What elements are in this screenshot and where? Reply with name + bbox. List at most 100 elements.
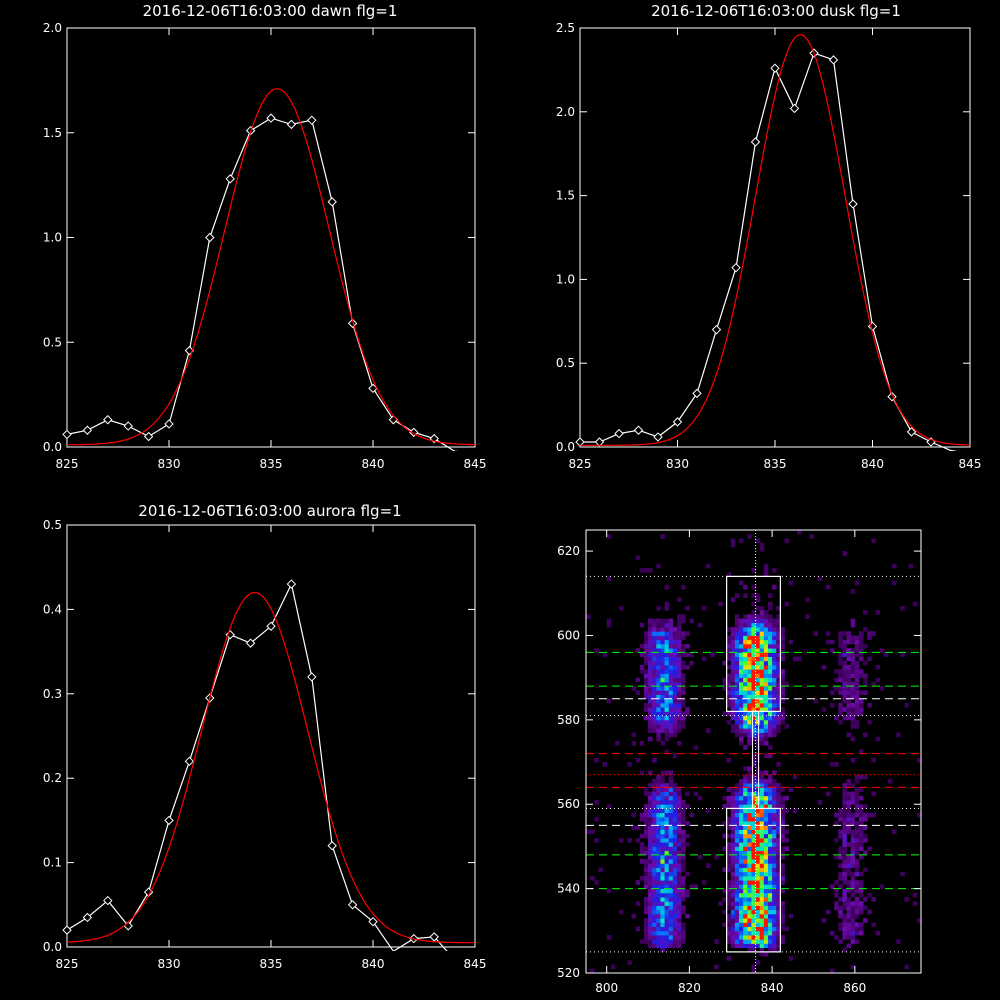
heatmap-cell [652,791,657,797]
heatmap-cell [734,837,740,843]
heatmap-cell [863,677,868,683]
heatmap-cell [656,800,661,805]
heatmap-cell [747,888,752,894]
heatmap-cell [780,901,785,906]
heatmap-cell [763,892,769,898]
heatmap-cell [755,665,761,670]
heatmap-cell [755,745,761,750]
heatmap-cell [668,639,674,645]
dusk-profile-panel: 2016-12-06T16:03:00 dusk flg=1 825 830 835… [556,2,982,471]
heatmap-cell [842,787,847,792]
dawn-data-point [143,431,154,442]
heatmap-cell [656,926,661,932]
heatmap-cell [776,702,781,708]
heatmap-cell [660,715,665,721]
heatmap-cell [656,825,661,830]
heatmap-cell [751,610,756,615]
heatmap-cell [681,867,686,873]
heatmap-cell [664,922,670,927]
heatmap-cell [780,669,785,674]
heatmap-cell [743,715,748,721]
heatmap-cell [734,686,740,691]
heatmap-cell [834,812,839,818]
heatmap-cell [743,816,748,822]
heatmap-cell [755,740,761,746]
heatmap-cell [755,880,761,885]
heatmap-cell [660,880,665,885]
heatmap-cell [759,660,765,666]
heatmap-cell [672,884,678,890]
heatmap-cell [648,660,653,666]
heatmap-cell [660,686,665,691]
heatmap-cell [676,618,682,624]
heatmap-cell [850,715,856,721]
heatmap-cell [643,643,649,649]
heatmap-cell [743,584,748,590]
heatmap-cell [767,631,773,636]
heatmap-cell [747,901,752,906]
heatmap-cell [772,837,777,843]
heatmap-cell [643,673,649,679]
heatmap-cell [767,656,773,662]
heatmap-cell [722,833,728,839]
heatmap-cell [648,770,653,776]
heatmap-cell [759,635,765,641]
heatmap-cell [739,652,744,657]
heatmap-cell [755,618,761,624]
heatmap-cell [854,665,860,670]
heatmap-cell [739,926,744,932]
heatmap-cell [643,635,649,641]
heatmap-cell [772,631,777,636]
heatmap-cell [730,939,736,944]
heatmap-cell [747,677,752,683]
heatmap-cell [664,707,670,712]
heatmap-cell [871,631,876,636]
heatmap-cell [776,871,781,877]
heatmap-cell [780,808,785,814]
heatmap-cell [813,698,819,704]
aurora-data-point [327,841,337,851]
heatmap-cell [871,757,876,763]
heatmap-cell [656,639,661,645]
heatmap-cell [643,922,649,927]
heatmap-cell [643,871,649,877]
heatmap-cell [759,854,765,860]
heatmap-cell [912,892,918,898]
heatmap-cell [780,694,785,700]
heatmap-cell [652,795,657,801]
heatmap-cell [759,711,765,717]
heatmap-cell [767,627,773,632]
heatmap-cell [854,698,860,704]
heatmap-cell [751,935,756,940]
heatmap-cell [858,837,864,843]
heatmap-cell [747,774,752,780]
heatmap-cell [739,901,744,906]
heatmap-cell [639,850,645,856]
heatmap-cell [858,749,864,755]
heatmap-cell [652,698,657,704]
heatmap-cell [734,859,740,864]
heatmap-cell [739,935,744,940]
heatmap-cell [648,791,653,797]
heatmap-cell [648,677,653,683]
heatmap-cell [668,871,674,877]
heatmap-cell [755,901,761,906]
heatmap-cell [743,863,748,868]
heatmap-cell [689,884,694,890]
heatmap-cell [776,631,781,636]
heatmap-cell [838,686,843,691]
heatmap-cell [643,833,649,839]
heatmap-cell [763,829,769,835]
heatmap-cell [639,846,645,852]
heatmap-cell [743,783,748,788]
heatmap-cell [652,846,657,852]
heatmap-cell [763,926,769,932]
heatmap-cell [858,842,864,847]
heatmap-cell [648,825,653,830]
heatmap-cell [739,690,744,695]
heatmap-cell [858,787,864,792]
heatmap-cell [664,728,670,733]
heatmap-cell [648,816,653,822]
heatmap-cell [858,774,864,780]
heatmap-cell [846,791,852,797]
